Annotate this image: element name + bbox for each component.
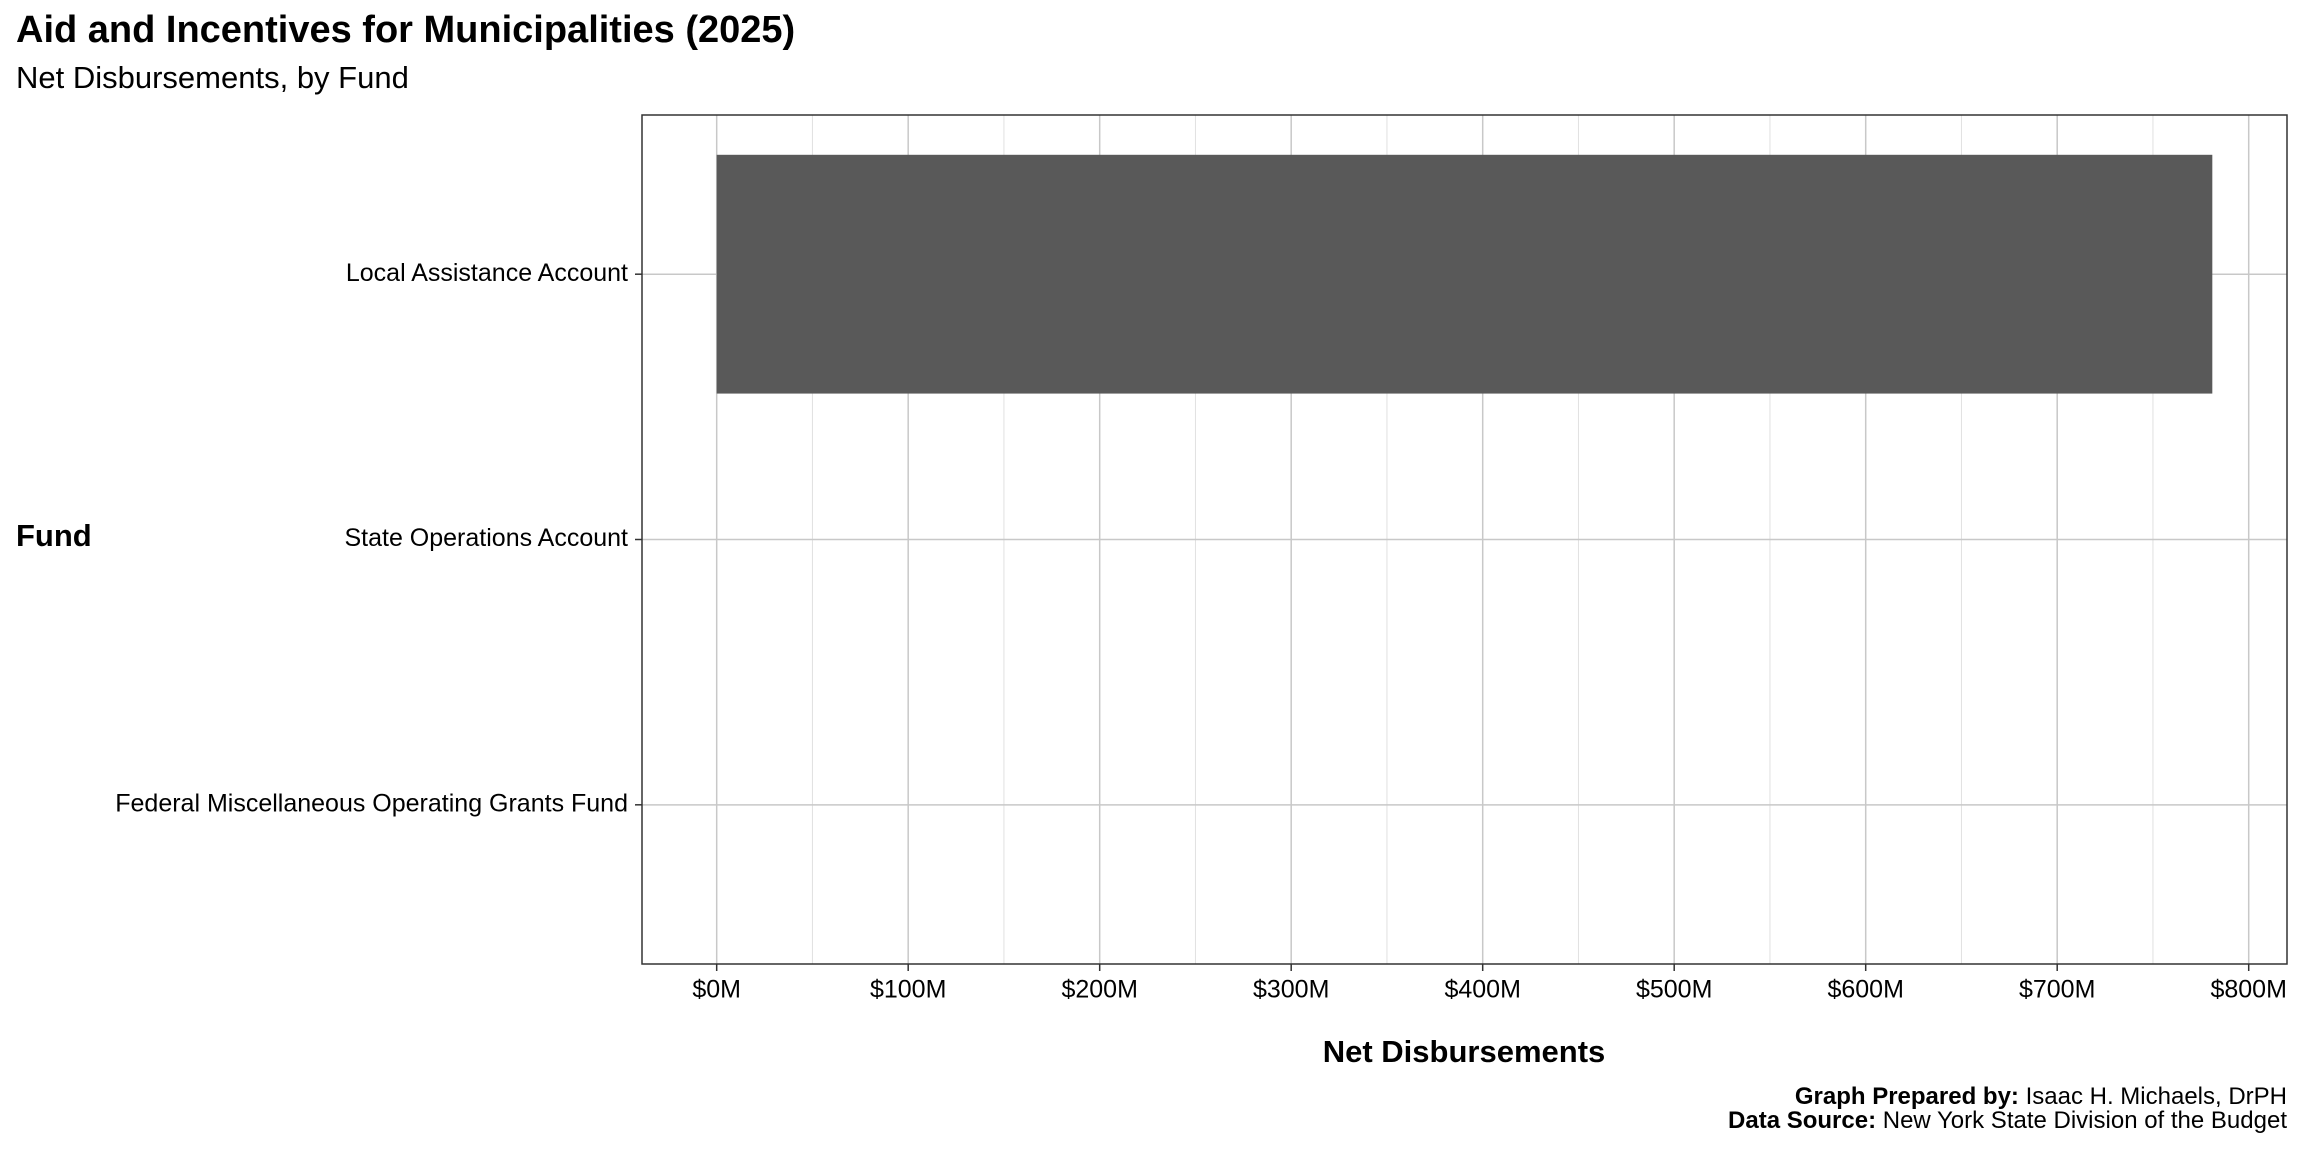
chart-subtitle: Net Disbursements, by Fund — [16, 60, 409, 95]
x-tick-label: $200M — [1061, 976, 1137, 1004]
caption-line: Data Source: New York State Division of … — [1728, 1107, 2287, 1134]
y-axis-title: Fund — [16, 518, 92, 553]
y-tick-label: Local Assistance Account — [346, 259, 628, 287]
plot-area: $0M $100M $200M $300M $400M $500M $600M $700M $8… — [115, 114, 2288, 1004]
x-tick-label: $300M — [1253, 976, 1329, 1004]
y-tick-label: Federal Miscellaneous Operating Grants F… — [115, 789, 628, 817]
chart-title: Aid and Incentives for Municipalities (2… — [16, 9, 795, 51]
x-axis-title: Net Disbursements — [1323, 1034, 1606, 1069]
caption-text: New York State Division of the Budget — [1883, 1107, 2288, 1134]
x-tick-label: $600M — [1827, 976, 1903, 1004]
x-tick-label: $100M — [870, 976, 946, 1004]
caption-line: Graph Prepared by: Isaac H. Michaels, Dr… — [1795, 1083, 2287, 1110]
x-tick-label: $700M — [2019, 976, 2095, 1004]
x-tick-label: $0M — [692, 976, 741, 1004]
y-tick-label: State Operations Account — [344, 524, 628, 552]
caption-label: Graph Prepared by: — [1795, 1083, 2019, 1110]
x-tick-label: $800M — [2210, 976, 2286, 1004]
caption-label: Data Source: — [1728, 1107, 1876, 1134]
x-tick-label: $400M — [1444, 976, 1520, 1004]
caption-text: Isaac H. Michaels, DrPH — [2026, 1083, 2287, 1110]
bar — [716, 154, 2213, 394]
x-tick-label: $500M — [1636, 976, 1712, 1004]
plot-border — [641, 114, 2288, 965]
